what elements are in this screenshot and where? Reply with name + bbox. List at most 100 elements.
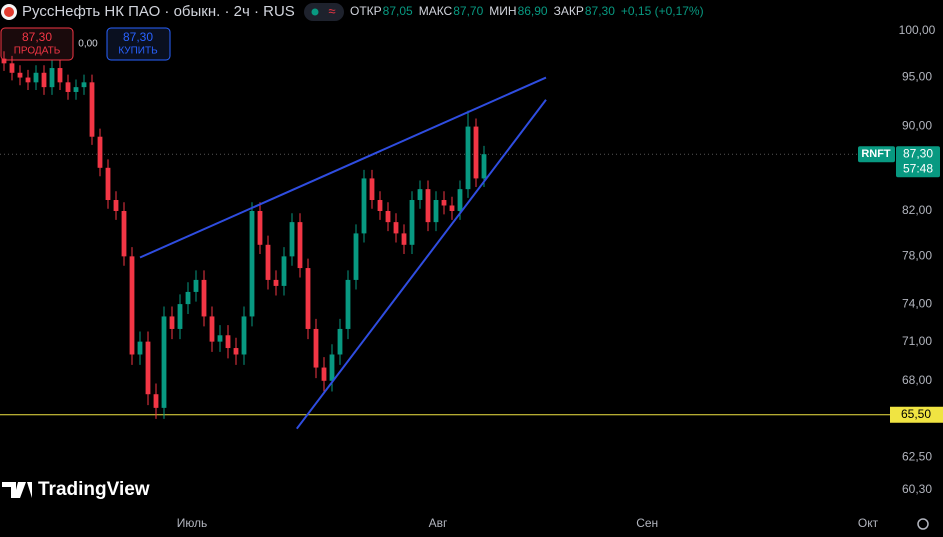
candle-body: [121, 211, 127, 257]
buy-button[interactable]: [106, 27, 171, 61]
candle-body: [89, 82, 95, 137]
candle-body: [161, 316, 167, 408]
status-dot: [311, 8, 319, 16]
candle-body: [249, 211, 255, 317]
candle-body: [297, 222, 303, 269]
candle-body: [225, 335, 231, 349]
candle-body: [441, 200, 447, 206]
candle-body: [105, 167, 111, 201]
stat-value: 87,05: [383, 4, 413, 18]
price-line-label: 65,50: [901, 407, 931, 421]
candle-body: [345, 279, 351, 329]
y-tick-label: 62,50: [902, 449, 932, 463]
trendline: [296, 99, 547, 430]
buy-label: КУПИТЬ: [118, 46, 158, 57]
candle-body: [17, 72, 23, 78]
plot: 100,00 95,00 90,00 82,00 78,00 74,00 71,00 68,0…: [0, 23, 943, 530]
x-tick-label: Авг: [429, 516, 448, 530]
candle-body: [377, 200, 383, 212]
candle-body: [473, 126, 479, 179]
candle-body: [65, 82, 71, 92]
logo-text: TradingView: [38, 479, 150, 500]
candle-body: [241, 316, 247, 355]
stats: ОТКР 87,05 МАКС 87,70 МИН 86,90 ЗАКР 87,30 +0,15…: [350, 4, 704, 18]
sell-price: 87,30: [22, 30, 52, 44]
symbol-box: [858, 146, 895, 163]
candle-body: [321, 367, 327, 381]
candle-body: [329, 354, 335, 381]
logo-icon: [2, 482, 32, 498]
candle-body: [137, 341, 143, 355]
y-tick-label: 95,00: [902, 70, 932, 84]
candle-body: [9, 63, 15, 73]
candle-body: [1, 58, 7, 64]
y-tick-label: 60,30: [902, 482, 932, 496]
symbol-title: РуссНефть НК ПАО · обыкн. · 2ч · RUS: [22, 3, 295, 20]
candle-body: [481, 154, 487, 179]
stat-value: 87,30: [585, 4, 615, 18]
y-tick-label: 100,00: [899, 23, 936, 37]
settings-icon[interactable]: [917, 518, 929, 530]
candle-body: [369, 178, 375, 201]
candle-body: [169, 316, 175, 329]
candle-body: [409, 200, 415, 245]
candle-body: [57, 68, 63, 83]
candle-body: [425, 189, 431, 223]
candle-body: [417, 189, 423, 201]
candle-body: [353, 233, 359, 280]
status-icon: ≈: [328, 3, 335, 18]
last-price-box: [896, 146, 940, 178]
candle-body: [81, 82, 87, 88]
candle-body: [449, 205, 455, 212]
stat-label: МАКС: [419, 4, 453, 18]
y-tick-label: 68,00: [902, 373, 932, 387]
candle-body: [217, 335, 223, 342]
candle-body: [385, 211, 391, 223]
countdown: 57:48: [903, 161, 933, 175]
candle-body: [145, 341, 151, 395]
candle-body: [185, 291, 191, 305]
last-price-label: 87,30: [903, 146, 933, 160]
status-pill: [304, 3, 344, 21]
candle-body: [401, 233, 407, 245]
candle-body: [433, 200, 439, 223]
candle-body: [257, 211, 263, 245]
stat-label: ОТКР: [350, 4, 382, 18]
stat-label: ЗАКР: [554, 4, 584, 18]
change: +0,15 (+0,17%): [621, 4, 704, 18]
candle-body: [113, 200, 119, 212]
candle-body: [33, 72, 39, 83]
candle-body: [281, 256, 287, 286]
candle-body: [153, 394, 159, 408]
y-tick-label: 82,00: [902, 203, 932, 217]
candle-body: [73, 87, 79, 92]
candle-body: [465, 126, 471, 190]
candle-body: [129, 256, 135, 355]
candle-body: [41, 72, 47, 88]
candle-body: [457, 189, 463, 212]
x-tick-label: Сен: [636, 516, 658, 530]
sell-button[interactable]: [0, 27, 74, 61]
symbol-icon-inner: [4, 7, 14, 17]
trendline: [139, 76, 547, 259]
x-tick-label: Окт: [858, 516, 879, 530]
candle-body: [97, 136, 103, 168]
y-tick-label: 74,00: [902, 296, 932, 310]
candle-body: [25, 77, 31, 83]
candle-body: [201, 279, 207, 317]
buy-price: 87,30: [123, 30, 153, 44]
candle-body: [193, 279, 199, 292]
candle-body: [209, 316, 215, 342]
candle-body: [393, 222, 399, 234]
candle-body: [273, 279, 279, 286]
y-tick-label: 90,00: [902, 119, 932, 133]
candle-body: [233, 348, 239, 355]
y-tick-label: 71,00: [902, 334, 932, 348]
candle-body: [313, 328, 319, 368]
y-tick-label: 78,00: [902, 249, 932, 263]
price-line-box: [890, 406, 943, 423]
candle-body: [289, 222, 295, 257]
candle-body: [361, 178, 367, 234]
